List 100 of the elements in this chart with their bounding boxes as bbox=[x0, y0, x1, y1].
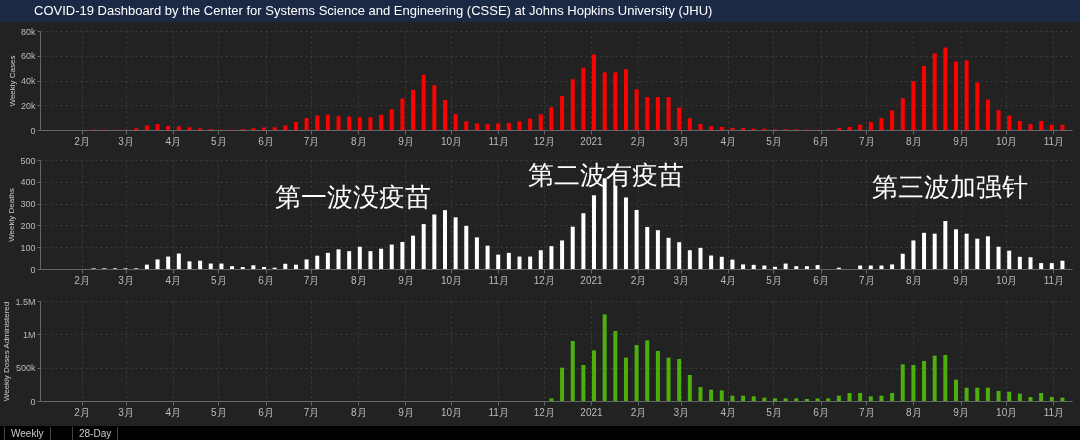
x-tick-label: 6月 bbox=[258, 135, 274, 147]
x-tick-label: 11月 bbox=[488, 135, 509, 147]
y-tick-label: 0 bbox=[30, 396, 36, 407]
bar bbox=[794, 398, 799, 401]
bar bbox=[400, 98, 405, 130]
x-tick-label: 11月 bbox=[1043, 135, 1065, 147]
bar bbox=[389, 244, 394, 269]
bar bbox=[442, 100, 447, 130]
x-tick-label: 4月 bbox=[720, 406, 737, 418]
bar bbox=[943, 221, 948, 269]
bar bbox=[1049, 124, 1054, 130]
bar bbox=[751, 396, 756, 401]
bar bbox=[836, 127, 841, 130]
x-tick-label: 11月 bbox=[488, 406, 509, 418]
annotation: 第二波有疫苗 bbox=[528, 159, 684, 192]
bar bbox=[868, 396, 873, 401]
bar bbox=[953, 379, 958, 401]
bar bbox=[421, 224, 426, 269]
x-tick-label: 2月 bbox=[630, 406, 647, 418]
x-tick-label: 4月 bbox=[165, 406, 182, 418]
bar bbox=[357, 246, 362, 269]
bar bbox=[336, 116, 341, 130]
bar bbox=[975, 82, 980, 130]
x-tick-label: 5月 bbox=[211, 135, 227, 147]
x-tick-label: 3月 bbox=[673, 274, 689, 286]
bar bbox=[325, 252, 330, 269]
bar bbox=[655, 351, 660, 401]
bar bbox=[709, 255, 714, 269]
bar bbox=[847, 126, 852, 130]
bar bbox=[538, 114, 543, 130]
bar bbox=[1060, 397, 1065, 401]
x-tick-label: 8月 bbox=[351, 406, 367, 418]
bar bbox=[1017, 393, 1022, 401]
x-tick-label: 9月 bbox=[953, 406, 969, 418]
bar bbox=[666, 237, 671, 269]
bar bbox=[176, 126, 181, 130]
bar bbox=[932, 355, 937, 401]
bar bbox=[623, 69, 628, 130]
bar bbox=[1028, 124, 1033, 130]
bar bbox=[847, 393, 852, 401]
bar bbox=[943, 355, 948, 401]
x-tick-label: 6月 bbox=[813, 135, 829, 147]
bar bbox=[677, 359, 682, 401]
y-tick-label: 60k bbox=[20, 51, 36, 62]
bar bbox=[560, 240, 565, 269]
bar bbox=[283, 263, 288, 269]
bar bbox=[634, 209, 639, 269]
x-tick-label: 9月 bbox=[398, 406, 414, 418]
y-tick-label: 1.5M bbox=[15, 296, 36, 307]
bar bbox=[634, 89, 639, 130]
bar bbox=[155, 259, 160, 269]
bar bbox=[517, 121, 522, 130]
x-tick-label: 5月 bbox=[211, 406, 227, 418]
bar bbox=[187, 127, 192, 130]
x-tick-label: 12月 bbox=[533, 274, 555, 286]
bar bbox=[549, 246, 554, 269]
bar bbox=[890, 110, 895, 130]
x-tick-label: 10月 bbox=[996, 274, 1018, 286]
bar bbox=[411, 90, 416, 130]
bar bbox=[411, 235, 416, 269]
x-tick-label: 10月 bbox=[441, 274, 463, 286]
bar bbox=[868, 121, 873, 130]
bar bbox=[613, 331, 618, 401]
bar bbox=[645, 226, 650, 269]
x-tick-label: 9月 bbox=[953, 135, 969, 147]
bar bbox=[953, 61, 958, 130]
bar bbox=[996, 391, 1001, 401]
x-tick-label: 2月 bbox=[74, 274, 90, 286]
bar bbox=[890, 264, 895, 269]
x-tick-label: 7月 bbox=[858, 406, 875, 418]
bar bbox=[709, 126, 714, 130]
bar bbox=[474, 237, 479, 269]
y-tick-label: 300 bbox=[20, 199, 36, 210]
bar bbox=[581, 365, 586, 401]
bar bbox=[613, 72, 618, 130]
bar bbox=[592, 350, 597, 401]
bar bbox=[560, 96, 565, 130]
bar bbox=[911, 365, 916, 401]
bar bbox=[304, 259, 309, 269]
bar bbox=[932, 233, 937, 269]
bar bbox=[166, 256, 171, 269]
bar bbox=[485, 245, 490, 269]
bar bbox=[592, 54, 597, 130]
x-tick-label: 4月 bbox=[720, 135, 737, 147]
bar bbox=[890, 393, 895, 401]
bar bbox=[602, 72, 607, 130]
x-tick-label: 7月 bbox=[303, 135, 320, 147]
y-tick-label: 500 bbox=[20, 155, 36, 166]
annotation: 第三波加强针 bbox=[872, 171, 1028, 204]
bar bbox=[741, 264, 746, 269]
x-tick-label: 5月 bbox=[766, 406, 782, 418]
bar bbox=[815, 398, 820, 401]
bar bbox=[293, 264, 298, 269]
bar bbox=[1039, 393, 1044, 401]
bar bbox=[528, 256, 533, 269]
bar bbox=[1007, 391, 1012, 401]
bar bbox=[964, 60, 969, 130]
bar bbox=[219, 263, 224, 269]
x-tick-label: 7月 bbox=[303, 274, 320, 286]
bar bbox=[1007, 250, 1012, 269]
